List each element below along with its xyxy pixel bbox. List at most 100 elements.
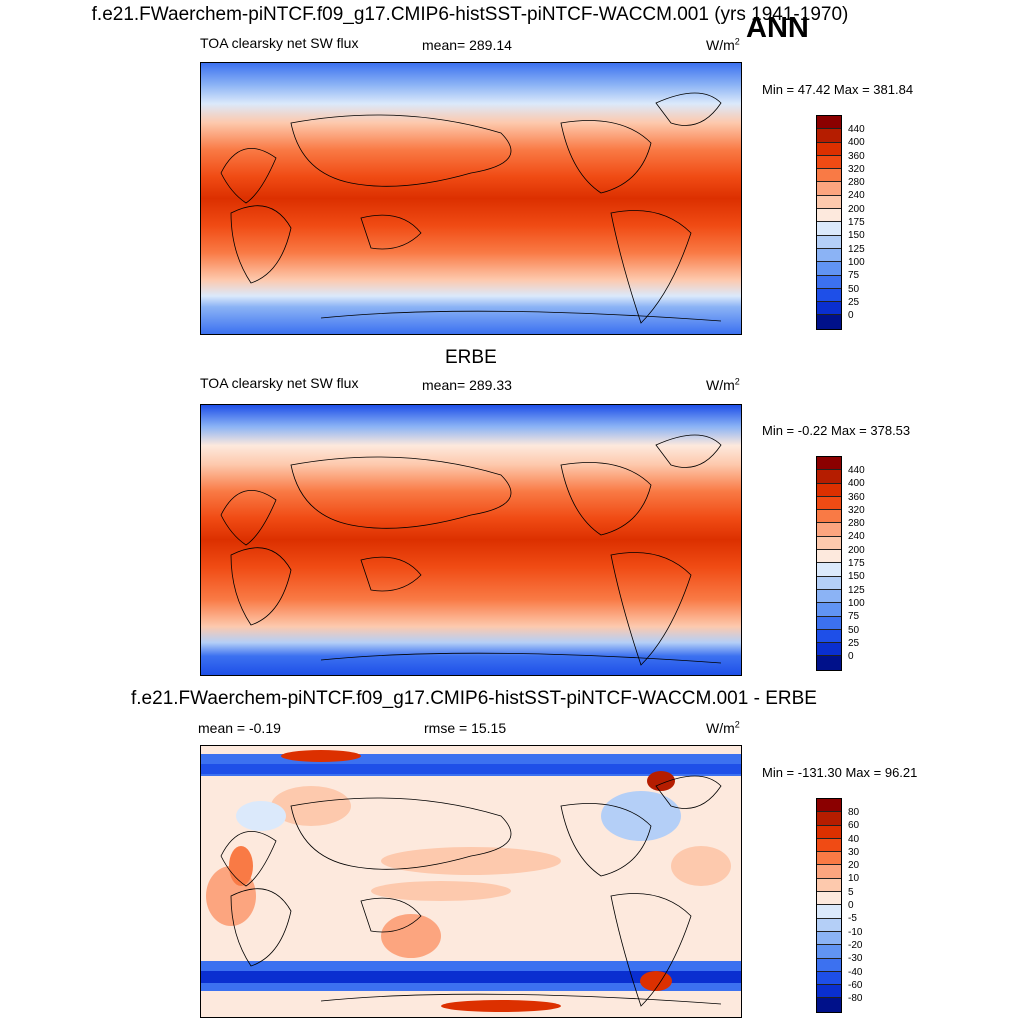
colorbar-tick-label: 80 — [848, 807, 860, 818]
colorbar-swatch — [817, 852, 841, 866]
panel1-units: W/m2 — [706, 36, 740, 53]
colorbar-tick-label: 100 — [848, 597, 865, 609]
colorbar-swatch — [817, 536, 841, 551]
colorbar-swatch — [817, 142, 841, 156]
colorbar-swatch — [817, 799, 841, 813]
colorbar-tick-label: 175 — [848, 558, 865, 570]
colorbar-swatch — [817, 288, 841, 303]
colorbar-tick-label: 175 — [848, 217, 865, 229]
panel2-colorbar-ticks: 440 400 360 320 280 240 200 175 150 125 100 75 50 25 0 — [848, 464, 865, 663]
colorbar-swatch — [817, 523, 841, 537]
colorbar-tick-label: 125 — [848, 243, 865, 255]
colorbar-swatch — [817, 656, 841, 670]
panel2-colorbar — [816, 456, 842, 671]
colorbar-tick-label: 10 — [848, 873, 860, 885]
colorbar-swatch — [817, 878, 841, 893]
colorbar-swatch — [817, 589, 841, 604]
colorbar-swatch — [817, 275, 841, 289]
colorbar-tick-label: 0 — [848, 310, 854, 322]
colorbar-tick-label: 240 — [848, 531, 865, 543]
panel2-field — [201, 405, 741, 675]
colorbar-tick-label: 5 — [848, 886, 854, 898]
colorbar-swatch — [817, 510, 841, 524]
colorbar-tick-label: 60 — [848, 820, 860, 832]
colorbar-tick-label: 200 — [848, 544, 865, 556]
colorbar-tick-label: -40 — [848, 966, 863, 978]
colorbar-tick-label: -30 — [848, 953, 863, 965]
colorbar-swatch — [817, 129, 841, 143]
panel3-mean: mean = -0.19 — [198, 720, 281, 736]
colorbar-tick-label: 75 — [848, 270, 860, 282]
colorbar-tick-label: 50 — [848, 283, 860, 295]
panel3-minmax: Min = -131.30 Max = 96.21 — [762, 765, 918, 780]
colorbar-swatch — [817, 825, 841, 839]
colorbar-swatch — [817, 945, 841, 959]
panel3-coastlines — [220, 775, 722, 1007]
colorbar-tick-label: -80 — [848, 993, 863, 1005]
colorbar-tick-label: 25 — [848, 296, 860, 308]
colorbar-swatch — [817, 629, 841, 644]
colorbar-tick-label: 30 — [848, 846, 860, 858]
figure-title: f.e21.FWaerchem-piNTCF.f09_g17.CMIP6-his… — [91, 4, 849, 25]
colorbar-swatch — [817, 918, 841, 932]
colorbar-swatch — [817, 235, 841, 249]
colorbar-swatch — [817, 603, 841, 617]
panel2-subtitle: ERBE — [445, 347, 497, 368]
colorbar-tick-label: 240 — [848, 190, 865, 202]
colorbar-swatch — [817, 838, 841, 853]
colorbar-swatch — [817, 931, 841, 946]
colorbar-swatch — [817, 209, 841, 223]
colorbar-tick-label: 75 — [848, 611, 860, 623]
colorbar-tick-label: 20 — [848, 860, 860, 872]
panel1-map — [200, 62, 742, 335]
colorbar-swatch — [817, 222, 841, 236]
colorbar-swatch — [817, 169, 841, 183]
panel2-mean: mean= 289.33 — [422, 377, 512, 393]
colorbar-swatch — [817, 116, 841, 130]
colorbar-tick-label: 200 — [848, 203, 865, 215]
panel3-anomaly-patches — [201, 750, 741, 1012]
colorbar-swatch — [817, 892, 841, 906]
colorbar-swatch — [817, 576, 841, 590]
colorbar-tick-label: 50 — [848, 624, 860, 636]
colorbar-swatch — [817, 550, 841, 564]
colorbar-swatch — [817, 643, 841, 657]
colorbar-swatch — [817, 155, 841, 170]
panel1-field — [201, 63, 741, 334]
colorbar-swatch — [817, 182, 841, 196]
panel2-coastlines — [220, 434, 722, 666]
colorbar-swatch — [817, 958, 841, 972]
colorbar-swatch — [817, 905, 841, 919]
colorbar-tick-label: 125 — [848, 584, 865, 596]
colorbar-tick-label: 0 — [848, 900, 854, 912]
colorbar-swatch — [817, 483, 841, 497]
colorbar-swatch — [817, 248, 841, 263]
panel2-minmax: Min = -0.22 Max = 378.53 — [762, 423, 911, 438]
panel3-rmse: rmse = 15.15 — [424, 720, 507, 736]
colorbar-tick-label: 280 — [848, 177, 865, 189]
panel3-map — [200, 745, 742, 1018]
colorbar-tick-label: 400 — [848, 478, 865, 490]
panel1-colorbar — [816, 115, 842, 330]
panel3-subtitle: f.e21.FWaerchem-piNTCF.f09_g17.CMIP6-his… — [131, 688, 817, 709]
colorbar-tick-label: 320 — [848, 504, 865, 516]
colorbar-tick-label: 100 — [848, 256, 865, 268]
colorbar-swatch — [817, 971, 841, 986]
colorbar-tick-label: 0 — [848, 651, 854, 663]
colorbar-swatch — [817, 496, 841, 511]
colorbar-tick-label: -10 — [848, 926, 863, 938]
colorbar-tick-label: -5 — [848, 913, 857, 925]
season-label: ANN — [746, 12, 809, 44]
panel1-colorbar-ticks: 440 400 360 320 280 240 200 175 150 125 100 75 50 25 0 — [848, 123, 865, 322]
colorbar-swatch — [817, 457, 841, 471]
colorbar-tick-label: 320 — [848, 163, 865, 175]
panel1-variable-label: TOA clearsky net SW flux — [200, 35, 359, 51]
colorbar-swatch — [817, 563, 841, 577]
panel2-map — [200, 404, 742, 676]
colorbar-swatch — [817, 998, 841, 1012]
colorbar-swatch — [817, 985, 841, 999]
panel2-variable-label: TOA clearsky net SW flux — [200, 375, 359, 391]
colorbar-tick-label: 400 — [848, 137, 865, 149]
colorbar-tick-label: 440 — [848, 124, 865, 135]
panel3-colorbar-ticks: 80 60 40 30 20 10 5 0 -5 -10 -20 -30 -40 -60 -80 — [848, 806, 862, 1005]
